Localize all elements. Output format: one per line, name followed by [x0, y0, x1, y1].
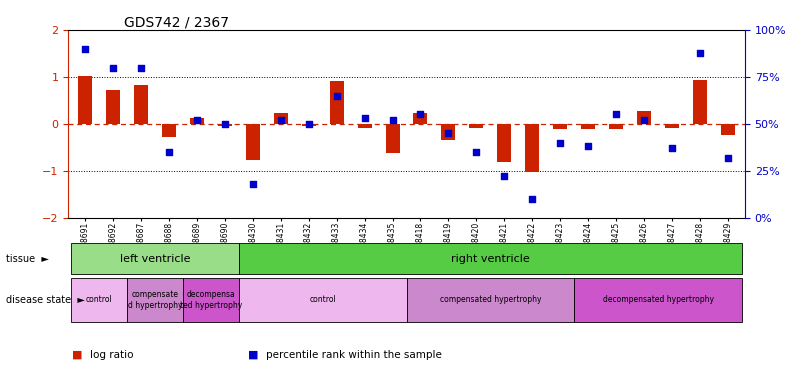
Bar: [357, 124, 372, 128]
Bar: [385, 124, 400, 153]
Point: [163, 149, 175, 155]
Point: [442, 130, 455, 136]
Text: decompensated hypertrophy: decompensated hypertrophy: [602, 296, 714, 304]
Point: [694, 50, 706, 55]
Point: [582, 143, 594, 149]
Bar: [406, 278, 574, 322]
Bar: [610, 124, 623, 129]
Point: [191, 117, 203, 123]
Bar: [441, 124, 456, 140]
Bar: [162, 124, 175, 137]
Text: tissue  ►: tissue ►: [6, 254, 50, 264]
Point: [554, 140, 567, 146]
Point: [610, 111, 622, 117]
Text: percentile rank within the sample: percentile rank within the sample: [266, 350, 442, 360]
Bar: [553, 124, 567, 129]
Text: disease state  ►: disease state ►: [6, 295, 85, 305]
Bar: [525, 124, 539, 172]
Text: ■: ■: [72, 350, 83, 360]
Bar: [70, 243, 239, 274]
Text: decompensa
ted hypertrophy: decompensa ted hypertrophy: [179, 290, 242, 310]
Point: [722, 154, 735, 160]
Text: right ventricle: right ventricle: [451, 254, 529, 264]
Text: compensated hypertrophy: compensated hypertrophy: [440, 296, 541, 304]
Point: [330, 93, 343, 99]
Text: ■: ■: [248, 350, 259, 360]
Bar: [302, 124, 316, 126]
Bar: [127, 278, 183, 322]
Point: [358, 115, 371, 121]
Point: [414, 111, 427, 117]
Bar: [218, 124, 231, 126]
Bar: [134, 86, 148, 124]
Text: GDS742 / 2367: GDS742 / 2367: [124, 15, 229, 29]
Bar: [246, 124, 260, 160]
Bar: [574, 278, 743, 322]
Point: [386, 117, 399, 123]
Text: log ratio: log ratio: [90, 350, 133, 360]
Bar: [497, 124, 511, 162]
Bar: [582, 124, 595, 129]
Bar: [183, 278, 239, 322]
Point: [246, 181, 259, 187]
Point: [638, 117, 650, 123]
Bar: [274, 113, 288, 124]
Point: [666, 145, 678, 151]
Bar: [106, 90, 120, 124]
Text: compensate
d hypertrophy: compensate d hypertrophy: [127, 290, 182, 310]
Bar: [638, 111, 651, 124]
Point: [274, 117, 287, 123]
Bar: [413, 113, 428, 124]
Text: control: control: [86, 296, 112, 304]
Bar: [70, 278, 127, 322]
Bar: [190, 118, 203, 124]
Bar: [78, 76, 92, 124]
Bar: [693, 80, 707, 124]
Point: [107, 64, 119, 70]
Point: [302, 121, 315, 127]
Bar: [721, 124, 735, 135]
Bar: [329, 81, 344, 124]
Point: [219, 121, 231, 127]
Point: [498, 173, 511, 179]
Text: control: control: [309, 296, 336, 304]
Bar: [239, 278, 406, 322]
Point: [526, 196, 539, 202]
Point: [470, 149, 483, 155]
Text: left ventricle: left ventricle: [119, 254, 190, 264]
Bar: [469, 124, 484, 128]
Point: [135, 64, 147, 70]
Bar: [239, 243, 743, 274]
Point: [78, 46, 91, 52]
Bar: [665, 124, 679, 128]
